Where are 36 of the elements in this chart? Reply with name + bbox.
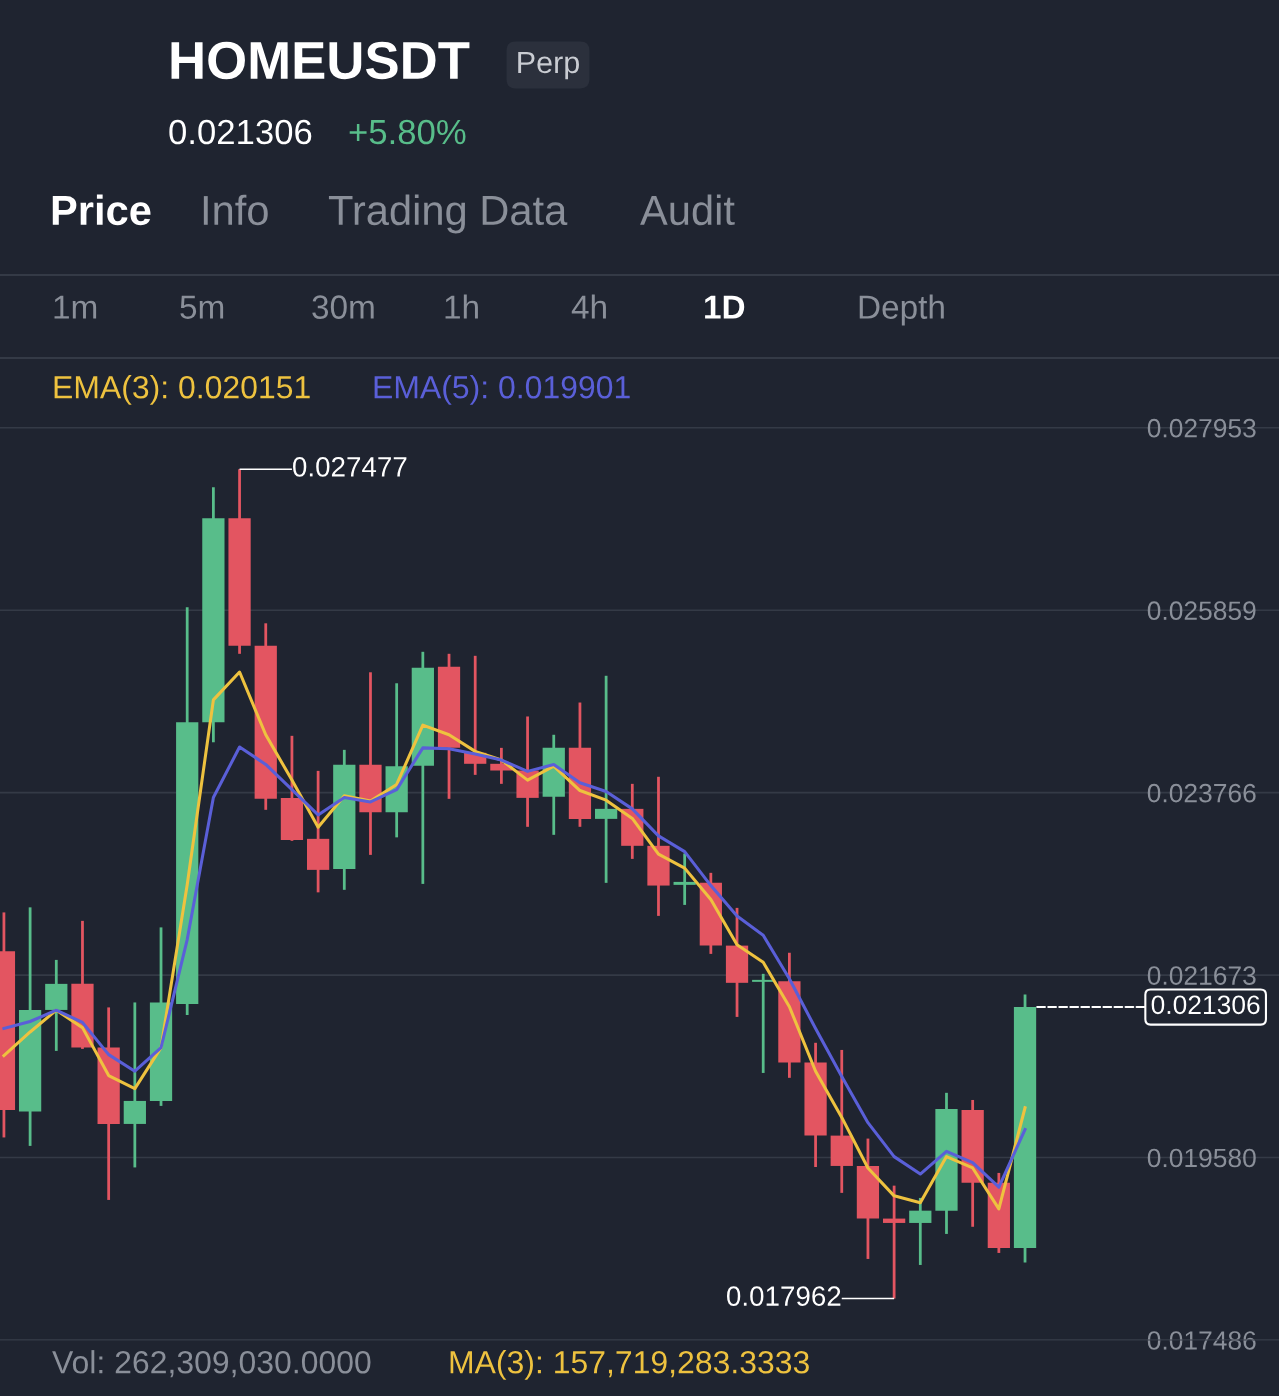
line-series: [2, 670, 1027, 1211]
annotation: 0.027477: [293, 456, 407, 477]
chart-title: HOMEUSDT: [171, 41, 470, 80]
text: 1m: [54, 295, 97, 319]
text: 4h: [571, 294, 606, 319]
text: EMA(3): 0.020151: [54, 375, 310, 405]
candlestick: [909, 1196, 932, 1267]
candlestick: [752, 972, 775, 1075]
candlestick: [123, 1001, 146, 1169]
text: Audit: [640, 194, 735, 226]
text: +5.80%: [349, 119, 466, 145]
text: 30m: [312, 295, 374, 319]
candlestick: [882, 1184, 906, 1300]
text: 1D: [705, 295, 745, 319]
text: 0.021306: [169, 119, 312, 145]
text: MA(3): 157,719,283.3333: [450, 1350, 809, 1380]
text: Vol: 262,309,030.0000: [52, 1350, 371, 1378]
text: EMA(5): 0.019901: [374, 375, 630, 405]
text: 1h: [445, 294, 478, 319]
text: Depth: [859, 294, 944, 326]
y-tick-label: 0.017486: [1147, 1331, 1256, 1350]
text: 5m: [180, 295, 224, 319]
y-tick-label: 0.019580: [1147, 1148, 1256, 1168]
y-tick-label: 0.025859: [1147, 601, 1256, 621]
text: Trading Data: [328, 194, 568, 234]
candlestick: [673, 852, 696, 907]
text: Info: [203, 194, 268, 226]
y-tick-label: 0.021673: [1147, 966, 1256, 985]
chart-subtitle: Perp: [518, 51, 579, 80]
line-series: [2, 745, 1027, 1189]
candlestick: [594, 674, 618, 885]
y-tick-label: 0.023766: [1147, 783, 1256, 803]
text: Price: [52, 194, 151, 226]
y-tick-label: 0.027953: [1147, 418, 1256, 438]
text: 0.021306: [1151, 995, 1260, 1015]
annotation: 0.017962: [727, 1286, 841, 1306]
